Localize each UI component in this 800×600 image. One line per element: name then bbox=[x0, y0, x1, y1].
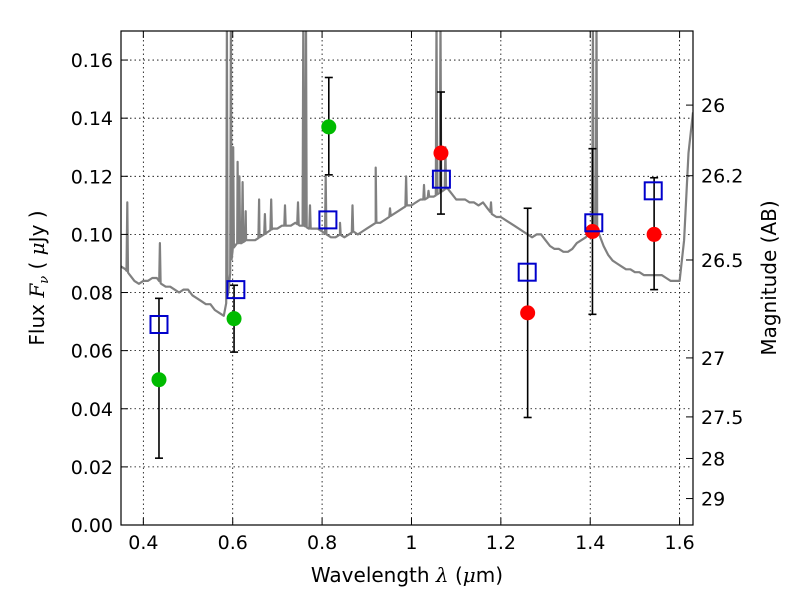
y2-tick-label: 27.5 bbox=[701, 407, 743, 429]
data-point bbox=[646, 226, 662, 242]
grid bbox=[121, 31, 693, 526]
x-tick-label: 0.4 bbox=[128, 532, 158, 554]
y-tick-label: 0.10 bbox=[71, 224, 113, 246]
plot-frame bbox=[120, 30, 694, 526]
spectrum-line bbox=[121, 31, 693, 317]
y2-tick-label: 28 bbox=[701, 448, 725, 470]
model-point bbox=[643, 181, 663, 201]
x-tick-label: 1 bbox=[405, 532, 417, 554]
model-point bbox=[517, 262, 537, 282]
x-tick-label: 0.6 bbox=[218, 532, 248, 554]
model-point bbox=[584, 213, 604, 233]
y2-tick-label: 26.2 bbox=[701, 166, 743, 188]
y2-tick-label: 26 bbox=[701, 95, 725, 117]
data-point bbox=[151, 372, 167, 388]
model-point bbox=[226, 280, 246, 300]
y2-axis-label: Magnitude (AB) bbox=[757, 200, 781, 355]
markers bbox=[149, 119, 663, 388]
x-axis: 0.4 0.6 0.8 1 1.2 1.4 1.6 bbox=[128, 31, 695, 554]
model-point bbox=[431, 169, 451, 189]
y2-tick-label: 29 bbox=[701, 489, 725, 511]
error-bars bbox=[154, 76, 659, 459]
x-tick-label: 1.2 bbox=[486, 532, 516, 554]
y-tick-label: 0.16 bbox=[71, 50, 113, 72]
y-tick-label: 0.12 bbox=[71, 166, 113, 188]
y-axis: 0.00 0.02 0.04 0.06 0.08 0.10 0.12 0.14 0.16 bbox=[71, 50, 128, 537]
data-point bbox=[520, 305, 536, 321]
y2-tick-label: 26.5 bbox=[701, 250, 743, 272]
y-tick-label: 0.08 bbox=[71, 283, 113, 305]
x-tick-label: 1.4 bbox=[575, 532, 605, 554]
data-point bbox=[321, 119, 337, 135]
data-point bbox=[226, 311, 242, 327]
y2-tick-label: 27 bbox=[701, 348, 725, 370]
y-tick-label: 0.06 bbox=[71, 341, 113, 363]
y2-axis: 26 26.2 26.5 27 27.5 28 29 bbox=[686, 95, 743, 511]
x-axis-label: Wavelength λ (μm) bbox=[311, 563, 503, 587]
y-tick-label: 0.14 bbox=[71, 108, 113, 130]
x-tick-label: 0.8 bbox=[307, 532, 337, 554]
y-tick-label: 0.00 bbox=[71, 515, 113, 537]
model-point bbox=[318, 210, 338, 230]
y-tick-label: 0.02 bbox=[71, 457, 113, 479]
y-axis-label: Flux Fν ( μJy ) bbox=[25, 210, 52, 345]
x-tick-label: 1.6 bbox=[664, 532, 694, 554]
model-point bbox=[149, 314, 169, 334]
data-point bbox=[433, 145, 449, 161]
y-tick-label: 0.04 bbox=[71, 399, 113, 421]
